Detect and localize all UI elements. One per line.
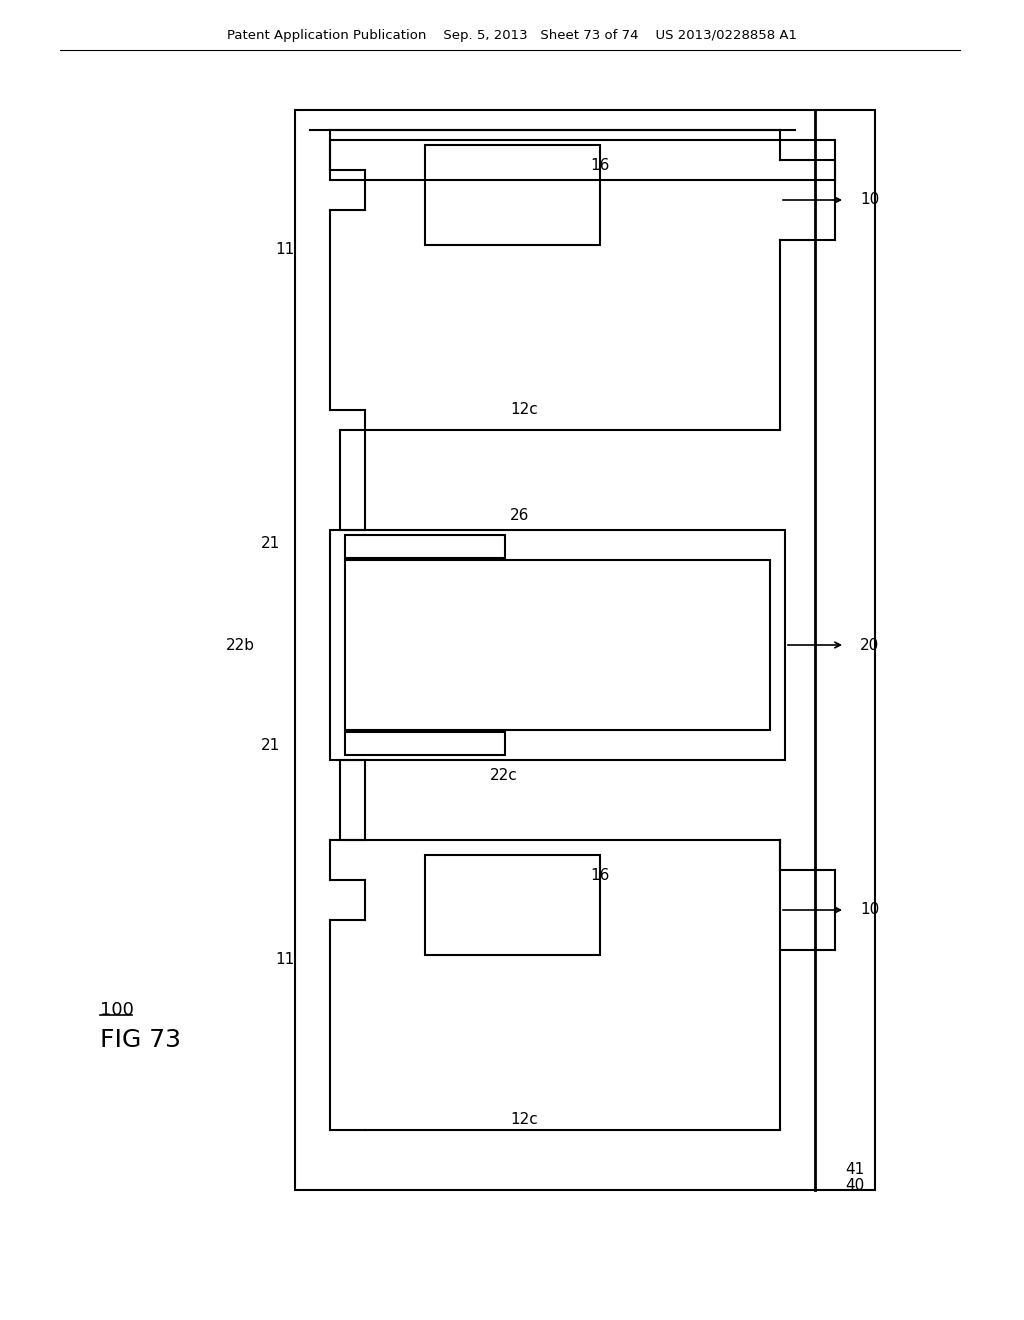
Text: 21: 21 bbox=[261, 536, 280, 552]
Bar bbox=[340, 430, 365, 531]
Bar bbox=[345, 733, 505, 755]
Text: 26: 26 bbox=[510, 507, 529, 523]
Bar bbox=[295, 110, 874, 1191]
Text: 40: 40 bbox=[845, 1177, 864, 1192]
Text: 16: 16 bbox=[590, 157, 609, 173]
Text: 11: 11 bbox=[275, 243, 295, 257]
Text: 12c: 12c bbox=[510, 403, 538, 417]
Text: Patent Application Publication    Sep. 5, 2013   Sheet 73 of 74    US 2013/02288: Patent Application Publication Sep. 5, 2… bbox=[227, 29, 797, 41]
Bar bbox=[345, 560, 770, 730]
Text: 22c: 22c bbox=[490, 767, 518, 783]
Text: 22b: 22b bbox=[226, 638, 255, 652]
Bar bbox=[330, 531, 785, 760]
Bar bbox=[340, 760, 365, 840]
Text: 11: 11 bbox=[275, 953, 295, 968]
Text: 16: 16 bbox=[590, 867, 609, 883]
Bar bbox=[425, 145, 600, 246]
Text: 21: 21 bbox=[261, 738, 280, 754]
Text: 100: 100 bbox=[100, 1001, 134, 1019]
Bar bbox=[345, 535, 505, 558]
Text: 10: 10 bbox=[860, 903, 880, 917]
Text: 20: 20 bbox=[860, 638, 880, 652]
Text: FIG 73: FIG 73 bbox=[100, 1028, 181, 1052]
Text: 10: 10 bbox=[860, 193, 880, 207]
Text: 41: 41 bbox=[845, 1163, 864, 1177]
Text: 12c: 12c bbox=[510, 1113, 538, 1127]
Bar bbox=[425, 855, 600, 954]
Bar bbox=[330, 140, 835, 180]
